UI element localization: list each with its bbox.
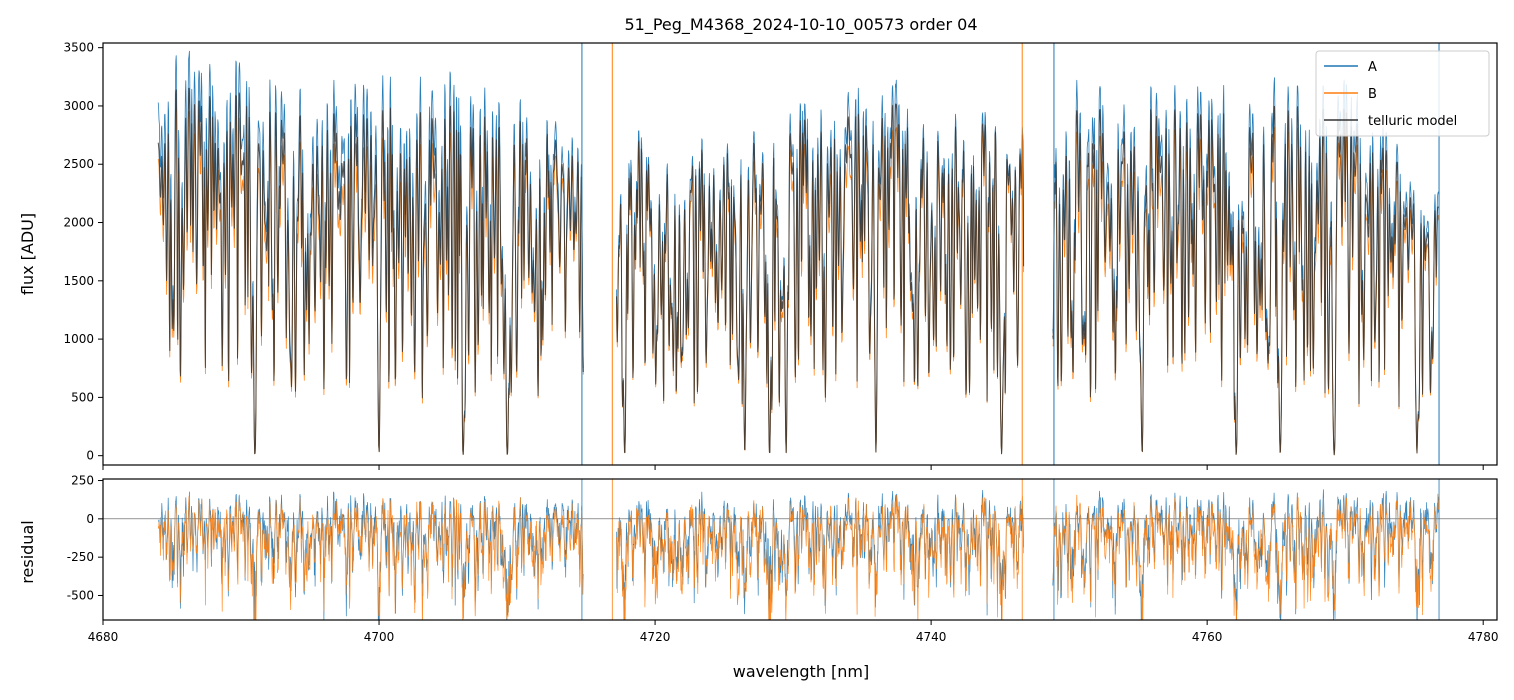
legend-label-telluric: telluric model — [1368, 114, 1457, 129]
flux-y-tick-label: 1500 — [63, 274, 94, 288]
residual-panel-frame — [102, 478, 1498, 621]
flux-y-tick-label: 2000 — [63, 216, 94, 230]
flux-y-tick-label: 3000 — [63, 99, 94, 113]
x-tick-label: 4780 — [1468, 630, 1499, 644]
legend: A B telluric model — [1315, 50, 1490, 137]
flux-y-tick-label: 1000 — [63, 332, 94, 346]
residual-y-tick-label: -250 — [67, 550, 94, 564]
residual-panel: -500 -250 0 250 4680 4700 4720 4740 4760 4780 re… — [18, 474, 1498, 644]
chart-title: 51_Peg_M4368_2024-10-10_00573 order 04 — [624, 15, 977, 35]
x-axis-label: wavelength [nm] — [733, 662, 870, 681]
flux-series-telluric-model — [157, 87, 1440, 456]
x-tick-label: 4700 — [364, 630, 395, 644]
flux-y-axis-label: flux [ADU] — [18, 213, 37, 295]
residual-y-tick-label: 250 — [71, 474, 94, 488]
residual-y-axis-label: residual — [18, 520, 37, 583]
flux-y-tick-label: 500 — [71, 390, 94, 404]
flux-y-tick-label: 3500 — [63, 41, 94, 55]
flux-panel-frame — [102, 42, 1498, 466]
x-tick-label: 4740 — [916, 630, 947, 644]
flux-panel: 0 500 1000 1500 2000 2500 3000 3500 flux [ADU] — [18, 41, 1498, 470]
x-tick-label: 4680 — [88, 630, 119, 644]
legend-box — [1315, 50, 1490, 137]
legend-label-b: B — [1368, 87, 1377, 102]
residual-y-tick-label: 0 — [86, 512, 94, 526]
x-tick-label: 4760 — [1192, 630, 1223, 644]
residual-series-b — [157, 493, 1440, 620]
x-tick-label: 4720 — [640, 630, 671, 644]
residual-y-tick-label: -500 — [67, 588, 94, 602]
legend-label-a: A — [1368, 60, 1377, 75]
flux-y-tick-label: 2500 — [63, 157, 94, 171]
flux-y-tick-label: 0 — [86, 449, 94, 463]
